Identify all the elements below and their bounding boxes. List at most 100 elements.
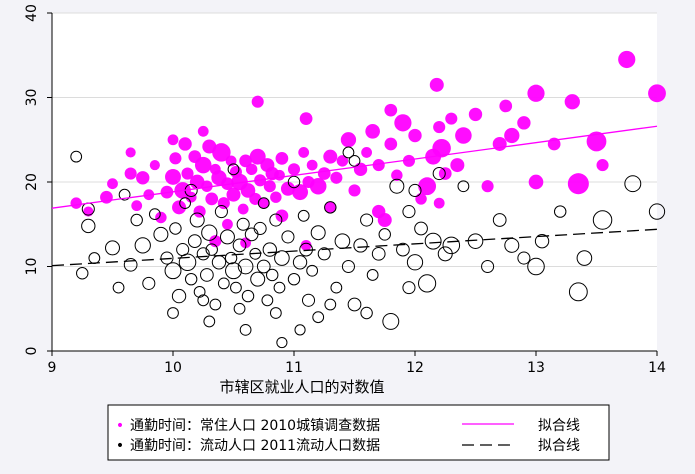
data-point-series-1 (214, 205, 228, 219)
data-point-series-1 (481, 259, 495, 274)
data-point-series-0 (107, 178, 118, 190)
data-point-series-1 (203, 315, 216, 328)
axis-ticks: 0 10 20 30 40 9 10 11 12 13 14 (24, 4, 666, 376)
data-point-series-0 (251, 95, 264, 108)
data-point-series-1 (142, 276, 156, 290)
data-point-series-1 (239, 323, 252, 336)
data-point-series-1 (130, 213, 143, 227)
data-point-series-0 (445, 112, 458, 125)
grid-lines (52, 12, 657, 267)
data-point-series-1 (209, 298, 222, 311)
data-point-series-1 (517, 251, 531, 265)
data-point-series-0 (287, 163, 301, 176)
data-point-series-1 (105, 240, 120, 256)
data-point-series-0 (391, 169, 403, 181)
fit-line-series-0 (51, 125, 658, 209)
data-point-series-1 (233, 302, 246, 315)
data-point-series-1 (324, 298, 337, 311)
data-point-series-1 (164, 262, 182, 280)
data-point-series-1 (200, 268, 214, 282)
data-point-series-0 (564, 94, 580, 110)
data-point-series-0 (167, 134, 179, 146)
data-point-series-1 (360, 306, 373, 320)
data-point-series-1 (534, 233, 550, 249)
data-point-series-1 (360, 213, 374, 227)
data-point-series-0 (618, 50, 636, 69)
y-tick-label: 10 (24, 258, 40, 276)
data-point-series-0 (429, 77, 444, 92)
data-point-series-1 (418, 274, 437, 293)
data-point-series-1 (292, 255, 308, 270)
data-point-series-0 (372, 159, 385, 172)
data-point-series-1 (297, 209, 310, 222)
data-point-series-0 (499, 99, 513, 113)
data-point-series-0 (648, 84, 666, 103)
data-point-series-0 (181, 167, 194, 180)
data-point-series-1 (167, 307, 179, 319)
data-point-series-0 (323, 149, 338, 164)
x-tick-label: 10 (164, 360, 182, 376)
data-point-series-0 (298, 147, 310, 158)
data-points (70, 50, 666, 349)
data-point-series-0 (270, 191, 282, 203)
data-point-series-0 (155, 211, 167, 224)
data-point-series-0 (275, 151, 289, 165)
data-point-series-0 (249, 148, 266, 165)
data-point-series-1 (348, 154, 361, 167)
data-point-series-0 (205, 192, 219, 206)
data-point-series-0 (212, 143, 231, 162)
data-point-series-1 (269, 213, 283, 227)
data-point-series-0 (222, 218, 233, 230)
data-point-series-1 (70, 150, 83, 163)
data-point-series-1 (189, 212, 205, 228)
data-point-series-1 (178, 253, 197, 272)
x-tick-label: 11 (285, 360, 303, 376)
data-point-series-0 (275, 209, 289, 223)
data-point-series-0 (408, 128, 422, 143)
data-point-series-0 (324, 201, 337, 214)
data-point-series-0 (394, 114, 412, 132)
data-point-series-1 (310, 225, 326, 241)
data-point-series-1 (274, 250, 290, 266)
data-point-series-1 (342, 146, 355, 159)
y-tick-label: 0 (24, 347, 40, 356)
data-point-series-1 (287, 272, 301, 286)
data-point-series-0 (586, 131, 607, 152)
data-point-series-0 (201, 180, 213, 192)
data-point-series-1 (406, 254, 424, 271)
data-point-series-1 (196, 247, 210, 261)
data-point-series-1 (389, 178, 405, 194)
data-point-series-1 (347, 297, 362, 312)
data-point-series-1 (408, 183, 422, 197)
data-point-series-0 (299, 112, 313, 125)
x-tick-label: 9 (48, 360, 57, 376)
data-point-series-1 (424, 232, 442, 250)
data-point-series-0 (384, 103, 398, 117)
data-point-series-0 (263, 180, 276, 193)
data-point-series-1 (266, 268, 279, 282)
data-point-series-1 (568, 282, 588, 302)
data-point-series-0 (596, 159, 609, 172)
data-point-series-1 (76, 267, 89, 280)
data-point-series-1 (330, 281, 343, 294)
data-point-series-0 (70, 197, 82, 209)
data-point-series-0 (237, 203, 249, 215)
legend: • 通勤时间：常住人口 2010城镇调查数据 拟合线 • 通勤时间：流动人口 2… (107, 404, 610, 461)
data-point-series-0 (528, 174, 544, 190)
data-point-series-1 (171, 288, 187, 304)
data-point-series-0 (194, 156, 212, 174)
data-point-series-0 (221, 177, 234, 191)
data-point-series-1 (227, 163, 240, 176)
data-point-series-1 (241, 289, 255, 303)
data-point-series-0 (384, 137, 398, 151)
data-point-series-1 (576, 250, 593, 266)
data-point-series-1 (592, 210, 613, 230)
legend-label-resident: 通勤时间：常住人口 2010城镇调查数据 (130, 418, 380, 434)
data-point-series-1 (256, 259, 271, 274)
data-point-series-0 (468, 107, 483, 122)
data-point-series-0 (418, 177, 437, 196)
data-point-series-0 (217, 197, 230, 210)
data-point-series-0 (149, 160, 160, 171)
y-tick-label: 20 (24, 173, 40, 191)
